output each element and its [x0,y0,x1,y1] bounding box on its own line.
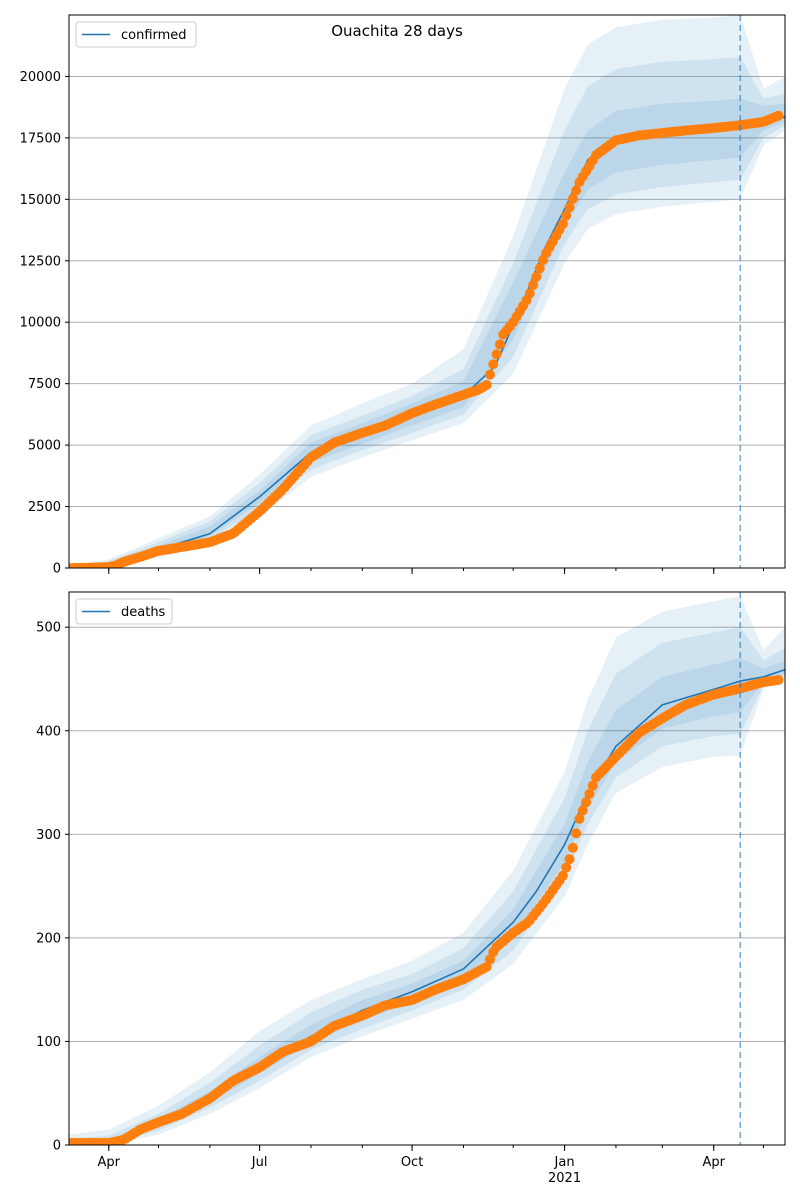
observed-point [494,339,505,350]
axes-frame [68,591,786,1146]
observed-point [584,788,595,799]
x-tick-label: Oct [401,1155,423,1170]
x-tick-sublabel: 2021 [548,1171,581,1186]
legend-label: deaths [121,605,166,620]
y-tick-label: 2500 [28,500,61,515]
observed-point [773,675,784,686]
y-tick-label: 400 [36,724,61,739]
observed-point [488,359,499,370]
observed-point [491,349,502,360]
x-tick-label: Apr [702,1155,725,1170]
observed-point [531,271,542,282]
y-tick-label: 7500 [28,377,61,392]
legend: deaths [75,598,173,625]
y-tick-label: 200 [36,931,61,946]
observed-point [574,813,585,824]
y-tick-label: 5000 [28,439,61,454]
y-tick-label: 12500 [20,254,61,269]
y-tick-label: 20000 [20,70,61,85]
observed-point [524,288,535,299]
band-inner [69,98,785,568]
band-middle [69,627,785,1145]
observed-point [567,842,578,853]
y-tick-label: 100 [36,1035,61,1050]
y-tick-label: 17500 [20,131,61,146]
y-tick-label: 300 [36,828,61,843]
observed-point [571,185,582,196]
figure-title: Ouachita 28 days [331,22,463,40]
observed-point [577,805,588,816]
observed-point [564,202,575,213]
axes-frame [68,14,786,569]
observed-point [561,862,572,873]
band-outer [69,596,785,1145]
confirmed-panel: 0 2500 5000 7500 10000 12500 15000 17500 20000 co… [20,14,786,577]
legend-box [75,598,173,625]
y-tick-label: 0 [53,562,61,577]
observed-point [773,110,784,121]
plot-area [69,15,785,568]
y-tick-label: 15000 [20,193,61,208]
observed-point [571,828,582,839]
legend-box [75,21,197,48]
plot-area [69,596,785,1145]
band-middle [69,56,785,568]
x-tick-label: Jan [554,1155,575,1170]
observed-point [534,263,545,274]
observed-point [484,954,495,965]
observed-point [587,780,598,791]
legend: confirmed [75,21,197,48]
x-tick-label: Jul [251,1155,268,1170]
observed-point [561,210,572,221]
y-tick-label: 500 [36,621,61,636]
observed-point [557,218,568,229]
observed-point [567,193,578,204]
band-inner [69,658,785,1145]
observed-point [581,797,592,808]
observed-point [484,369,495,380]
y-tick-label: 0 [53,1139,61,1154]
x-tick-label: Apr [98,1155,121,1170]
observed-point [564,854,575,865]
observed-point [557,870,568,881]
observed-point [528,280,539,291]
observed-point [481,961,492,972]
observed-point [481,379,492,390]
y-tick-label: 10000 [20,316,61,331]
legend-label: confirmed [121,28,187,43]
